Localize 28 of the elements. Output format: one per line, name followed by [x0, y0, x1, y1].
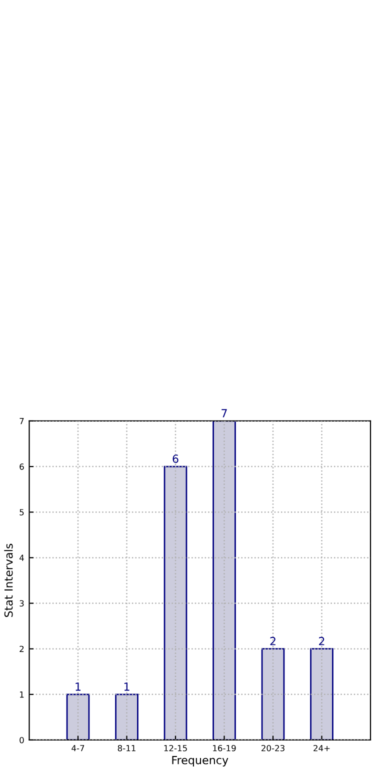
x-tick-label: 8-11 [118, 744, 136, 752]
y-tick-label: 4 [19, 554, 24, 561]
bar [212, 420, 236, 740]
data-label: 7 [222, 409, 227, 418]
y-axis-title: Stat Intervals [4, 544, 13, 617]
x-tick-label: 20-23 [262, 744, 284, 752]
x-tick-label: 12-15 [164, 744, 187, 752]
data-label: 1 [76, 682, 81, 691]
y-tick-label: 3 [20, 600, 24, 607]
y-tick-label: 2 [20, 646, 24, 652]
data-label: 6 [172, 454, 178, 463]
bar [164, 466, 188, 740]
bar [66, 694, 90, 740]
y-tick-label: 5 [20, 509, 24, 516]
y-tick-label: 7 [20, 418, 24, 424]
bar [115, 694, 138, 740]
x-axis-title: Frequency [172, 756, 228, 766]
data-label: 2 [270, 636, 276, 646]
bar [310, 648, 334, 740]
y-tick-label: 6 [20, 464, 24, 470]
y-tick-label: 0 [20, 736, 24, 744]
x-tick-label: 4-7 [72, 745, 84, 752]
x-tick-label: 24+ [314, 744, 330, 752]
data-label: 2 [319, 636, 324, 646]
data-label: 1 [124, 682, 130, 691]
x-tick-label: 16-19 [213, 744, 236, 752]
y-tick-label: 1 [20, 692, 24, 698]
bar [261, 648, 285, 740]
